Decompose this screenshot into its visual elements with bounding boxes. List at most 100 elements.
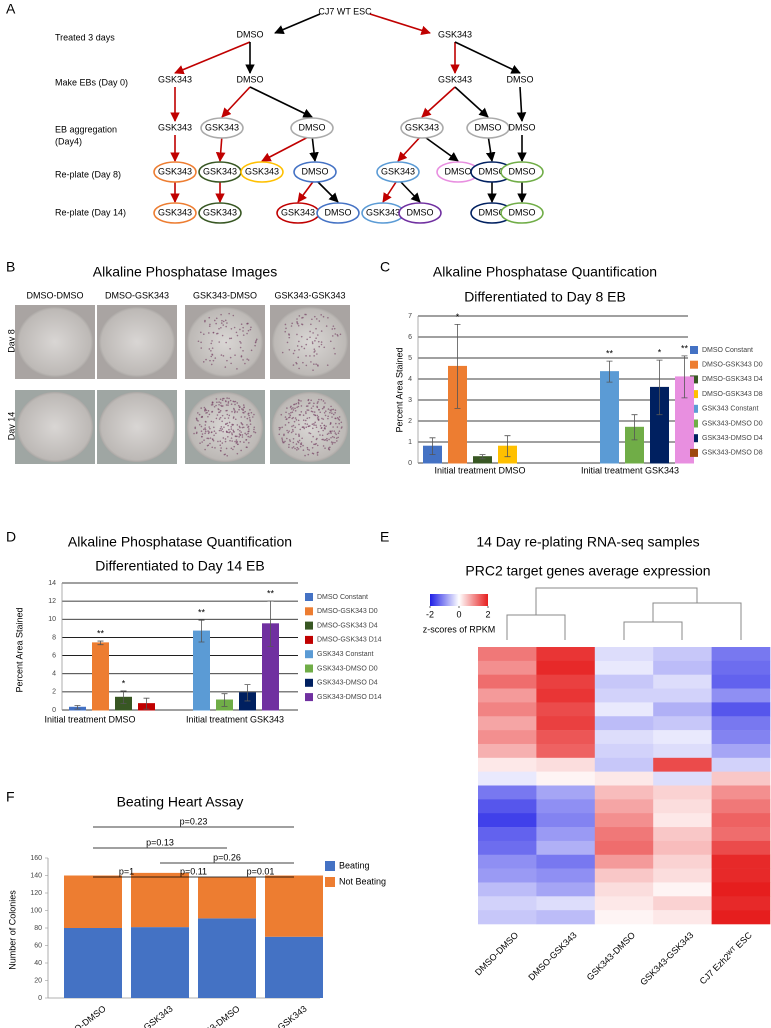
speckle xyxy=(240,431,242,433)
speckle xyxy=(311,446,314,449)
heatmap-cell xyxy=(711,771,771,786)
heatmap-cell xyxy=(478,730,537,745)
speckle xyxy=(302,361,304,364)
node-label: GSK343 xyxy=(381,166,415,176)
heatmap-cell xyxy=(711,647,771,662)
node-label: DMSO xyxy=(509,122,536,132)
heatmap-cell xyxy=(536,702,596,717)
speckle xyxy=(239,429,241,432)
speckle xyxy=(299,428,302,431)
speckle xyxy=(316,405,318,408)
heatmap-cell xyxy=(594,660,654,675)
speckle xyxy=(204,427,206,429)
speckle xyxy=(230,337,233,340)
speckle xyxy=(205,409,208,412)
speckle xyxy=(219,411,221,413)
speckle xyxy=(281,351,284,354)
speckle xyxy=(309,402,311,404)
legend-label: DMSO-GSK343 D8 xyxy=(702,391,763,398)
speckle xyxy=(211,347,214,349)
arrow xyxy=(249,86,313,118)
y-tick-label: 140 xyxy=(30,872,42,879)
speckle xyxy=(233,445,236,448)
speckle xyxy=(292,424,295,427)
speckle xyxy=(285,411,287,414)
speckle xyxy=(207,410,210,412)
node-label: GSK343 xyxy=(245,166,279,176)
speckle xyxy=(331,430,333,432)
speckle xyxy=(304,454,306,457)
speckle xyxy=(296,449,298,451)
speckle xyxy=(236,411,239,413)
error-bar xyxy=(606,360,613,383)
x-tick-label: GSK343-GSK343 xyxy=(247,1004,309,1028)
heatmap-cell xyxy=(653,854,712,869)
y-tick-label: 6 xyxy=(52,652,56,659)
speckle xyxy=(314,421,316,424)
speckle xyxy=(234,403,236,406)
y-tick-label: 0 xyxy=(38,995,42,1002)
speckle xyxy=(241,426,244,429)
speckle xyxy=(302,419,305,422)
speckle xyxy=(249,420,252,422)
speckle xyxy=(206,437,209,440)
panel-letter: C xyxy=(380,259,390,275)
speckle xyxy=(280,413,283,416)
speckle xyxy=(223,453,226,456)
speckle xyxy=(340,421,343,424)
speckle xyxy=(234,410,236,413)
speckle xyxy=(242,409,244,412)
speckle xyxy=(212,439,215,442)
bar-segment xyxy=(198,877,256,919)
speckle xyxy=(237,428,239,431)
bar-segment xyxy=(64,875,122,928)
speckle xyxy=(322,429,324,432)
heatmap-cell xyxy=(653,910,712,925)
significance: ** xyxy=(198,608,206,618)
speckle xyxy=(214,447,216,449)
speckle xyxy=(224,438,227,440)
speckle xyxy=(289,414,292,417)
legend-label: Not Beating xyxy=(339,876,386,886)
speckle xyxy=(328,438,330,441)
speckle xyxy=(292,441,295,444)
node-ellipse xyxy=(153,202,197,224)
bar-segment xyxy=(265,936,323,998)
speckle xyxy=(321,417,323,420)
speckle xyxy=(230,403,233,406)
speckle xyxy=(294,447,296,450)
speckle xyxy=(284,416,287,418)
speckle xyxy=(211,411,213,413)
panel-title: Alkaline Phosphatase Images xyxy=(93,264,277,280)
chart-title: PRC2 target genes average expression xyxy=(465,563,710,579)
speckle xyxy=(296,333,298,336)
speckle xyxy=(208,431,210,433)
speckle xyxy=(249,436,251,438)
heatmap-cell xyxy=(536,854,596,869)
speckle xyxy=(307,409,310,411)
speckle xyxy=(219,440,222,443)
speckle xyxy=(241,423,244,426)
heatmap-cell xyxy=(711,674,771,689)
speckle xyxy=(289,440,292,442)
speckle xyxy=(230,362,232,365)
speckle xyxy=(239,440,242,443)
p-value: p=1 xyxy=(119,866,134,876)
speckle xyxy=(288,439,291,441)
speckle xyxy=(225,447,228,450)
p-value: p=0.26 xyxy=(213,852,241,862)
speckle xyxy=(231,423,234,426)
speckle xyxy=(232,430,235,433)
speckle xyxy=(238,408,240,411)
speckle xyxy=(213,426,215,429)
speckle xyxy=(306,446,309,449)
bar xyxy=(600,371,619,464)
speckle xyxy=(250,326,252,329)
heatmap-cell xyxy=(653,813,712,828)
arrow xyxy=(397,134,423,162)
heatmap-cell xyxy=(536,743,596,759)
legend-label: GSK343-DMSO D8 xyxy=(702,450,763,457)
speckle xyxy=(317,430,320,433)
speckle xyxy=(299,443,302,445)
speckle xyxy=(300,345,303,348)
